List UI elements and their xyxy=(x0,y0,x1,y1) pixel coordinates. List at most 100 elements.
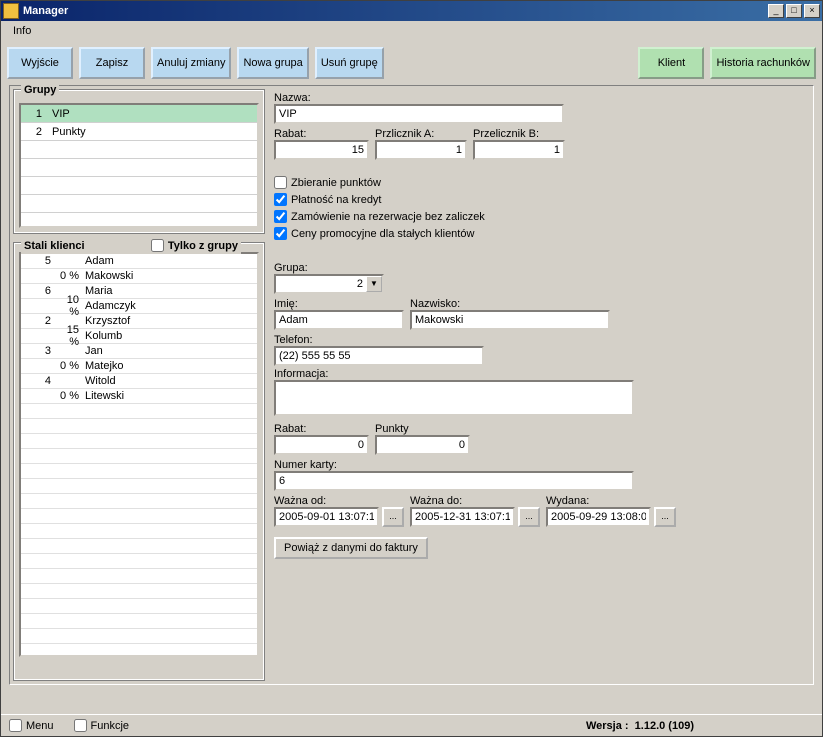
platnosc-label: Płatność na kredyt xyxy=(291,194,382,206)
nazwisko-label: Nazwisko: xyxy=(410,298,610,310)
tylko-z-grupy-label: Tylko z grupy xyxy=(168,240,238,252)
klient-row[interactable]: 5Adam xyxy=(21,254,257,269)
klient-row-empty xyxy=(21,584,257,599)
numer-karty-label: Numer karty: xyxy=(274,459,809,471)
ceny-check[interactable]: Ceny promocyjne dla stałych klientów xyxy=(274,225,809,242)
group-form: Nazwa: Rabat: Przlicznik A: Przelicznik … xyxy=(274,92,809,242)
close-button[interactable]: × xyxy=(804,4,820,18)
klienci-fieldset: Stali klienci Tylko z grupy 5Adam0 %Mako… xyxy=(14,243,264,680)
imie-input[interactable] xyxy=(274,310,404,330)
main-panel: Grupy 1VIP2Punkty Stali klienci Tylko z … xyxy=(9,85,814,685)
tylko-z-grupy-check[interactable]: Tylko z grupy xyxy=(151,237,238,254)
telefon-input[interactable] xyxy=(274,346,484,366)
wazna-do-picker-button[interactable]: ... xyxy=(518,507,540,527)
window-title: Manager xyxy=(23,5,768,17)
klienci-legend: Stali klienci Tylko z grupy xyxy=(21,237,241,254)
klient-row-empty xyxy=(21,449,257,464)
status-funkcje-checkbox[interactable] xyxy=(74,719,87,732)
menu-info[interactable]: Info xyxy=(7,23,37,39)
platnosc-check[interactable]: Płatność na kredyt xyxy=(274,191,809,208)
left-column: Grupy 1VIP2Punkty Stali klienci Tylko z … xyxy=(14,90,264,680)
version: Wersja : 1.12.0 (109) xyxy=(586,720,694,732)
nazwa-input[interactable] xyxy=(274,104,564,124)
wazna-do-label: Ważna do: xyxy=(410,495,540,507)
klient-row-empty xyxy=(21,539,257,554)
wazna-od-picker-button[interactable]: ... xyxy=(382,507,404,527)
status-funkcje-check[interactable]: Funkcje xyxy=(74,717,130,734)
klient-row-empty xyxy=(21,614,257,629)
informacja-input[interactable] xyxy=(274,380,634,416)
right-column: Nazwa: Rabat: Przlicznik A: Przelicznik … xyxy=(274,90,809,680)
rabat-input[interactable] xyxy=(274,140,369,160)
zbieranie-label: Zbieranie punktów xyxy=(291,177,381,189)
ceny-label: Ceny promocyjne dla stałych klientów xyxy=(291,228,474,240)
przel-a-input[interactable] xyxy=(375,140,467,160)
klient-row[interactable]: 0 %Matejko xyxy=(21,359,257,374)
ceny-checkbox[interactable] xyxy=(274,227,287,240)
zbieranie-checkbox[interactable] xyxy=(274,176,287,189)
rabat-label: Rabat: xyxy=(274,128,369,140)
nowa-grupa-button[interactable]: Nowa grupa xyxy=(237,47,308,79)
wydana-input[interactable] xyxy=(546,507,651,527)
historia-button[interactable]: Historia rachunków xyxy=(710,47,816,79)
anuluj-button[interactable]: Anuluj zmiany xyxy=(151,47,231,79)
grupy-fieldset: Grupy 1VIP2Punkty xyxy=(14,90,264,233)
grupa-value: 2 xyxy=(276,278,366,290)
klient-row[interactable]: 15 %Kolumb xyxy=(21,329,257,344)
klient-row[interactable]: 0 %Makowski xyxy=(21,269,257,284)
status-menu-checkbox[interactable] xyxy=(9,719,22,732)
wazna-od-input[interactable] xyxy=(274,507,379,527)
klient-row-empty xyxy=(21,524,257,539)
punkty-input[interactable] xyxy=(375,435,470,455)
client-rabat-input[interactable] xyxy=(274,435,369,455)
klient-row-empty xyxy=(21,509,257,524)
tylko-z-grupy-checkbox[interactable] xyxy=(151,239,164,252)
main-window: Manager _ □ × Info Wyjście Zapisz Anuluj… xyxy=(0,0,823,737)
minimize-button[interactable]: _ xyxy=(768,4,784,18)
informacja-label: Informacja: xyxy=(274,368,809,380)
klient-row-empty xyxy=(21,494,257,509)
klient-row-empty xyxy=(21,629,257,644)
zamowienie-check[interactable]: Zamówienie na rezerwacje bez zaliczek xyxy=(274,208,809,225)
numer-karty-input[interactable] xyxy=(274,471,634,491)
powiaz-button[interactable]: Powiąż z danymi do faktury xyxy=(274,537,428,559)
klient-row[interactable]: 4Witold xyxy=(21,374,257,389)
klient-row[interactable]: 0 %Litewski xyxy=(21,389,257,404)
grupy-row-empty xyxy=(21,159,257,177)
wydana-picker-button[interactable]: ... xyxy=(654,507,676,527)
klient-row-empty xyxy=(21,479,257,494)
grupa-select[interactable]: 2 ▼ xyxy=(274,274,384,294)
grupy-row-empty xyxy=(21,177,257,195)
wyjscie-button[interactable]: Wyjście xyxy=(7,47,73,79)
usun-grupe-button[interactable]: Usuń grupę xyxy=(315,47,384,79)
zbieranie-check[interactable]: Zbieranie punktów xyxy=(274,174,809,191)
wydana-label: Wydana: xyxy=(546,495,676,507)
grupy-row[interactable]: 1VIP xyxy=(21,105,257,123)
wazna-do-input[interactable] xyxy=(410,507,515,527)
klienci-list[interactable]: 5Adam0 %Makowski6Maria10 %Adamczyk2Krzys… xyxy=(19,252,259,657)
statusbar: Menu Funkcje Wersja : 1.12.0 (109) xyxy=(1,714,822,736)
zamowienie-checkbox[interactable] xyxy=(274,210,287,223)
maximize-button[interactable]: □ xyxy=(786,4,802,18)
zamowienie-label: Zamówienie na rezerwacje bez zaliczek xyxy=(291,211,485,223)
menubar: Info xyxy=(1,21,822,41)
nazwisko-input[interactable] xyxy=(410,310,610,330)
window-controls: _ □ × xyxy=(768,4,820,18)
client-rabat-label: Rabat: xyxy=(274,423,369,435)
klient-button[interactable]: Klient xyxy=(638,47,704,79)
wazna-od-label: Ważna od: xyxy=(274,495,404,507)
grupy-list[interactable]: 1VIP2Punkty xyxy=(19,103,259,228)
zapisz-button[interactable]: Zapisz xyxy=(79,47,145,79)
status-menu-check[interactable]: Menu xyxy=(9,717,54,734)
klient-row[interactable]: 10 %Adamczyk xyxy=(21,299,257,314)
przel-b-input[interactable] xyxy=(473,140,565,160)
app-icon xyxy=(3,3,19,19)
grupy-legend: Grupy xyxy=(21,84,59,96)
content: Grupy 1VIP2Punkty Stali klienci Tylko z … xyxy=(1,85,822,714)
status-funkcje-label: Funkcje xyxy=(91,720,130,732)
platnosc-checkbox[interactable] xyxy=(274,193,287,206)
punkty-label: Punkty xyxy=(375,423,470,435)
nazwa-label: Nazwa: xyxy=(274,92,809,104)
grupy-row[interactable]: 2Punkty xyxy=(21,123,257,141)
klient-row-empty xyxy=(21,404,257,419)
